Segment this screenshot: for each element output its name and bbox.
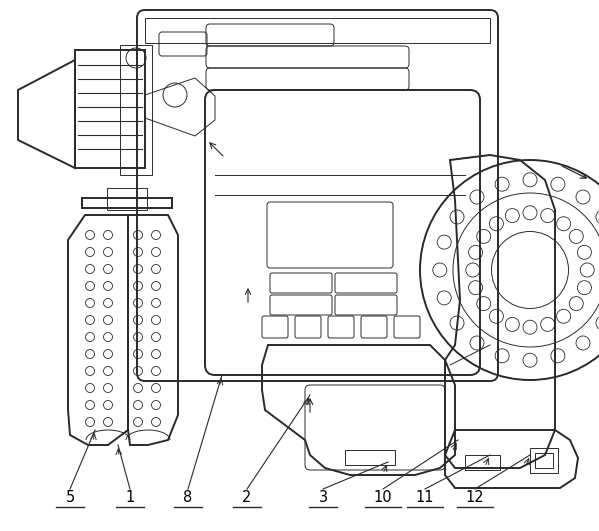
Bar <box>535 453 553 468</box>
Text: 1: 1 <box>125 490 135 505</box>
Bar <box>465 455 500 470</box>
Bar <box>120 45 152 175</box>
Bar <box>107 188 147 210</box>
Text: 8: 8 <box>183 490 193 505</box>
Text: 11: 11 <box>416 490 434 505</box>
Bar <box>145 18 490 43</box>
Text: 5: 5 <box>65 490 75 505</box>
Bar <box>82 198 172 208</box>
Bar <box>530 448 558 473</box>
Text: 10: 10 <box>374 490 392 505</box>
Bar <box>345 450 395 465</box>
Bar <box>75 50 145 168</box>
Text: 12: 12 <box>465 490 485 505</box>
Text: 3: 3 <box>319 490 328 505</box>
Text: 2: 2 <box>243 490 252 505</box>
